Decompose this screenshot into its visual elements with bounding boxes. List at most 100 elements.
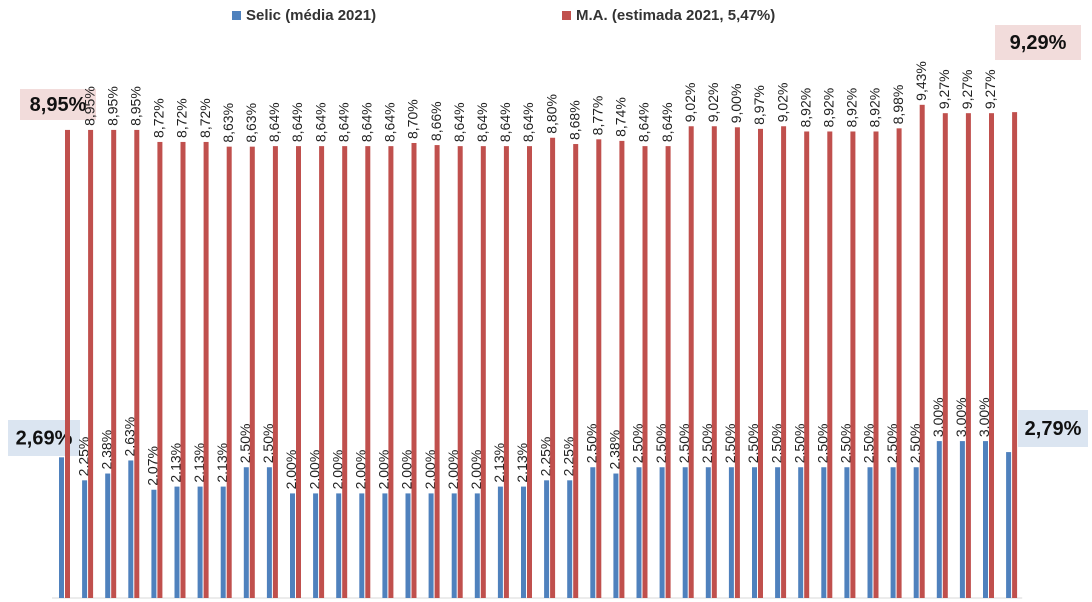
bar: [913, 467, 919, 598]
value-label: 2,00%: [445, 450, 461, 490]
value-label: 2,00%: [468, 450, 484, 490]
value-label: 8,95%: [81, 86, 97, 126]
value-label: 3,00%: [976, 397, 992, 437]
bar: [965, 113, 971, 598]
value-label: 8,64%: [382, 102, 398, 142]
value-label: 2,50%: [745, 424, 761, 464]
bar: [619, 140, 625, 598]
bar: [243, 467, 249, 598]
value-label: 9,43%: [913, 61, 929, 101]
value-label: 2,13%: [214, 443, 230, 483]
bar: [59, 457, 64, 598]
bar: [613, 473, 619, 598]
bar: [896, 128, 902, 598]
bar: [867, 467, 873, 598]
value-label: 2,25%: [75, 437, 91, 477]
value-label: 8,92%: [797, 88, 813, 128]
bar: [249, 146, 255, 598]
bar: [434, 145, 440, 598]
bar: [503, 146, 509, 599]
bar: [734, 127, 740, 599]
bar: [682, 467, 688, 598]
bar: [382, 493, 388, 598]
legend-label: Selic (média 2021): [246, 7, 376, 24]
value-label: 2,50%: [584, 424, 600, 464]
bar: [157, 141, 163, 598]
value-label: 8,72%: [197, 98, 213, 138]
bar: [128, 460, 134, 598]
value-label: 2,50%: [722, 424, 738, 464]
value-label: 8,70%: [405, 99, 421, 139]
value-label: 2,13%: [491, 443, 507, 483]
bar: [665, 146, 671, 599]
legend-label: M.A. (estimada 2021, 5,47%): [576, 7, 775, 24]
bar: [550, 137, 556, 598]
value-label: 2,63%: [122, 417, 138, 457]
value-label: 2,13%: [168, 443, 184, 483]
value-label: 9,02%: [682, 83, 698, 123]
bar: [758, 128, 763, 598]
bar: [527, 146, 532, 599]
bar: [544, 480, 550, 598]
bar: [705, 467, 711, 598]
value-label: 8,64%: [520, 102, 536, 142]
label-highlight: [1018, 410, 1088, 447]
bar: [573, 144, 579, 598]
bar: [1012, 112, 1018, 599]
bar: [497, 486, 503, 598]
value-label: 2,13%: [191, 443, 207, 483]
bar: [203, 141, 209, 598]
bar: [728, 467, 734, 598]
bar: [480, 146, 486, 599]
bar: [226, 146, 232, 598]
value-label: 8,64%: [289, 102, 305, 142]
value-label: 8,95%: [30, 94, 87, 116]
bar: [388, 146, 394, 599]
value-label: 3,00%: [930, 397, 946, 437]
value-label: 2,50%: [653, 424, 669, 464]
value-label: 8,66%: [428, 101, 444, 141]
value-label: 2,25%: [537, 437, 553, 477]
value-label: 8,64%: [312, 102, 328, 142]
bar: [290, 493, 295, 598]
value-label: 8,64%: [636, 102, 652, 142]
legend-swatch: [562, 11, 571, 20]
bar: [989, 113, 994, 598]
bar: [775, 467, 781, 598]
bar: [688, 126, 694, 598]
bar: [365, 146, 371, 599]
value-label: 8,80%: [543, 94, 559, 134]
value-label: 2,50%: [676, 424, 692, 464]
bar: [359, 493, 365, 598]
value-label: 2,50%: [838, 424, 854, 464]
value-label: 2,50%: [237, 424, 253, 464]
bar: [636, 467, 642, 598]
bar: [319, 146, 325, 599]
bar: [844, 467, 850, 598]
value-label: 2,50%: [260, 424, 276, 464]
bar: [180, 141, 186, 598]
bar: [134, 129, 140, 599]
bar: [151, 489, 157, 598]
value-label: 8,68%: [566, 100, 582, 140]
bar: [474, 493, 480, 598]
value-label: 9,27%: [959, 69, 975, 109]
value-label: 9,29%: [1010, 32, 1067, 54]
value-label: 8,92%: [867, 88, 883, 128]
bar: [428, 493, 434, 598]
bar: [296, 146, 301, 599]
value-label: 8,92%: [844, 88, 860, 128]
value-label: 8,64%: [451, 102, 467, 142]
value-label: 2,00%: [329, 450, 345, 490]
bar: [936, 441, 942, 598]
label-highlight: [995, 25, 1081, 60]
value-label: 8,92%: [821, 88, 837, 128]
value-label: 2,00%: [306, 450, 322, 490]
bar: [959, 441, 965, 598]
bar: [890, 467, 896, 598]
value-label: 8,97%: [751, 85, 767, 125]
value-label: 8,77%: [590, 96, 606, 136]
value-label: 2,25%: [560, 437, 576, 477]
bar: [111, 129, 117, 599]
value-label: 2,00%: [283, 450, 299, 490]
